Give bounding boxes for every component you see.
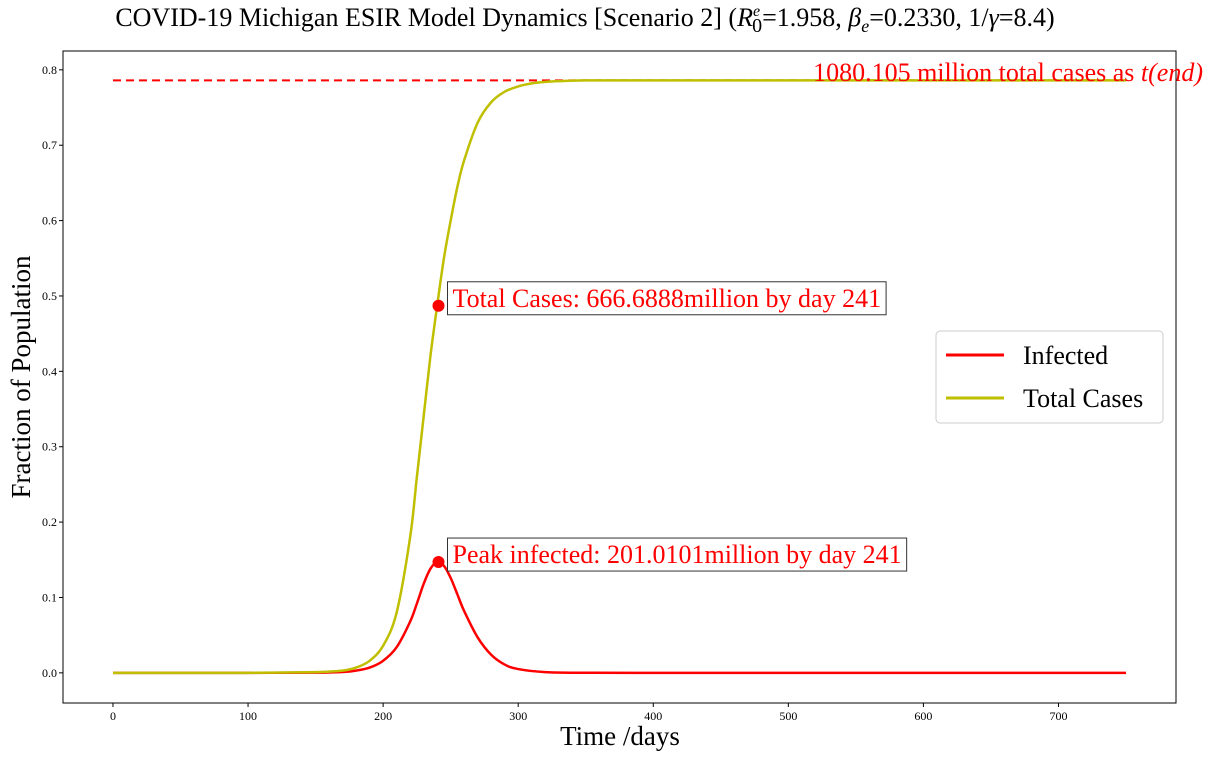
y-tick-label: 0.3 xyxy=(42,440,57,454)
y-tick-label: 0.6 xyxy=(42,214,57,228)
y-tick-label: 0.1 xyxy=(42,590,57,604)
y-tick-label: 0.4 xyxy=(42,364,57,378)
y-tick-label: 0.2 xyxy=(42,515,57,529)
total-cases-annotation-marker xyxy=(432,299,445,312)
x-tick-label: 200 xyxy=(374,709,392,723)
x-tick-label: 300 xyxy=(509,709,527,723)
x-tick-label: 400 xyxy=(644,709,662,723)
total-cases-annotation-box xyxy=(447,281,887,316)
x-tick-label: 600 xyxy=(914,709,932,723)
y-tick-label: 0.8 xyxy=(42,63,57,77)
peak-infected-annotation-text: Peak infected: 201.0101million by day 24… xyxy=(453,540,902,569)
y-tick-label: 0.0 xyxy=(42,666,57,680)
series-group xyxy=(112,79,1127,675)
x-axis-label: Time /days xyxy=(560,721,680,751)
total-cases-annotation-text: Total Cases: 666.6888million by day 241 xyxy=(453,284,882,313)
series-line-infected xyxy=(112,560,1127,675)
x-axis-ticks: 0 100 200 300 400 500 600 700 xyxy=(110,703,1067,723)
y-tick-label: 0.7 xyxy=(42,138,57,152)
chart-title: COVID-19 Michigan ESIR Model Dynamics [S… xyxy=(115,3,1054,37)
y-tick-label: 0.5 xyxy=(42,289,57,303)
annotations-group: Total Cases: 666.6888million by day 241 P… xyxy=(432,281,908,572)
legend-label-total-cases: Total Cases xyxy=(1023,384,1143,413)
series-line-total-cases xyxy=(112,79,1127,675)
legend: Infected Total Cases xyxy=(935,330,1164,424)
peak-infected-annotation-box xyxy=(447,537,908,572)
plot-frame xyxy=(62,50,1177,704)
x-tick-label: 100 xyxy=(239,709,257,723)
legend-label-infected: Infected xyxy=(1023,341,1108,370)
y-axis-ticks: 0.0 0.1 0.2 0.3 0.4 0.5 0.6 0.7 0.8 xyxy=(42,63,63,680)
x-tick-label: 0 xyxy=(110,709,116,723)
x-tick-label: 500 xyxy=(779,709,797,723)
y-axis-label: Fraction of Population xyxy=(6,255,36,498)
total-cases-end-label: 1080.105 million total cases as t(end) xyxy=(813,58,1203,87)
x-tick-label: 700 xyxy=(1049,709,1067,723)
peak-infected-annotation-marker xyxy=(432,556,445,569)
